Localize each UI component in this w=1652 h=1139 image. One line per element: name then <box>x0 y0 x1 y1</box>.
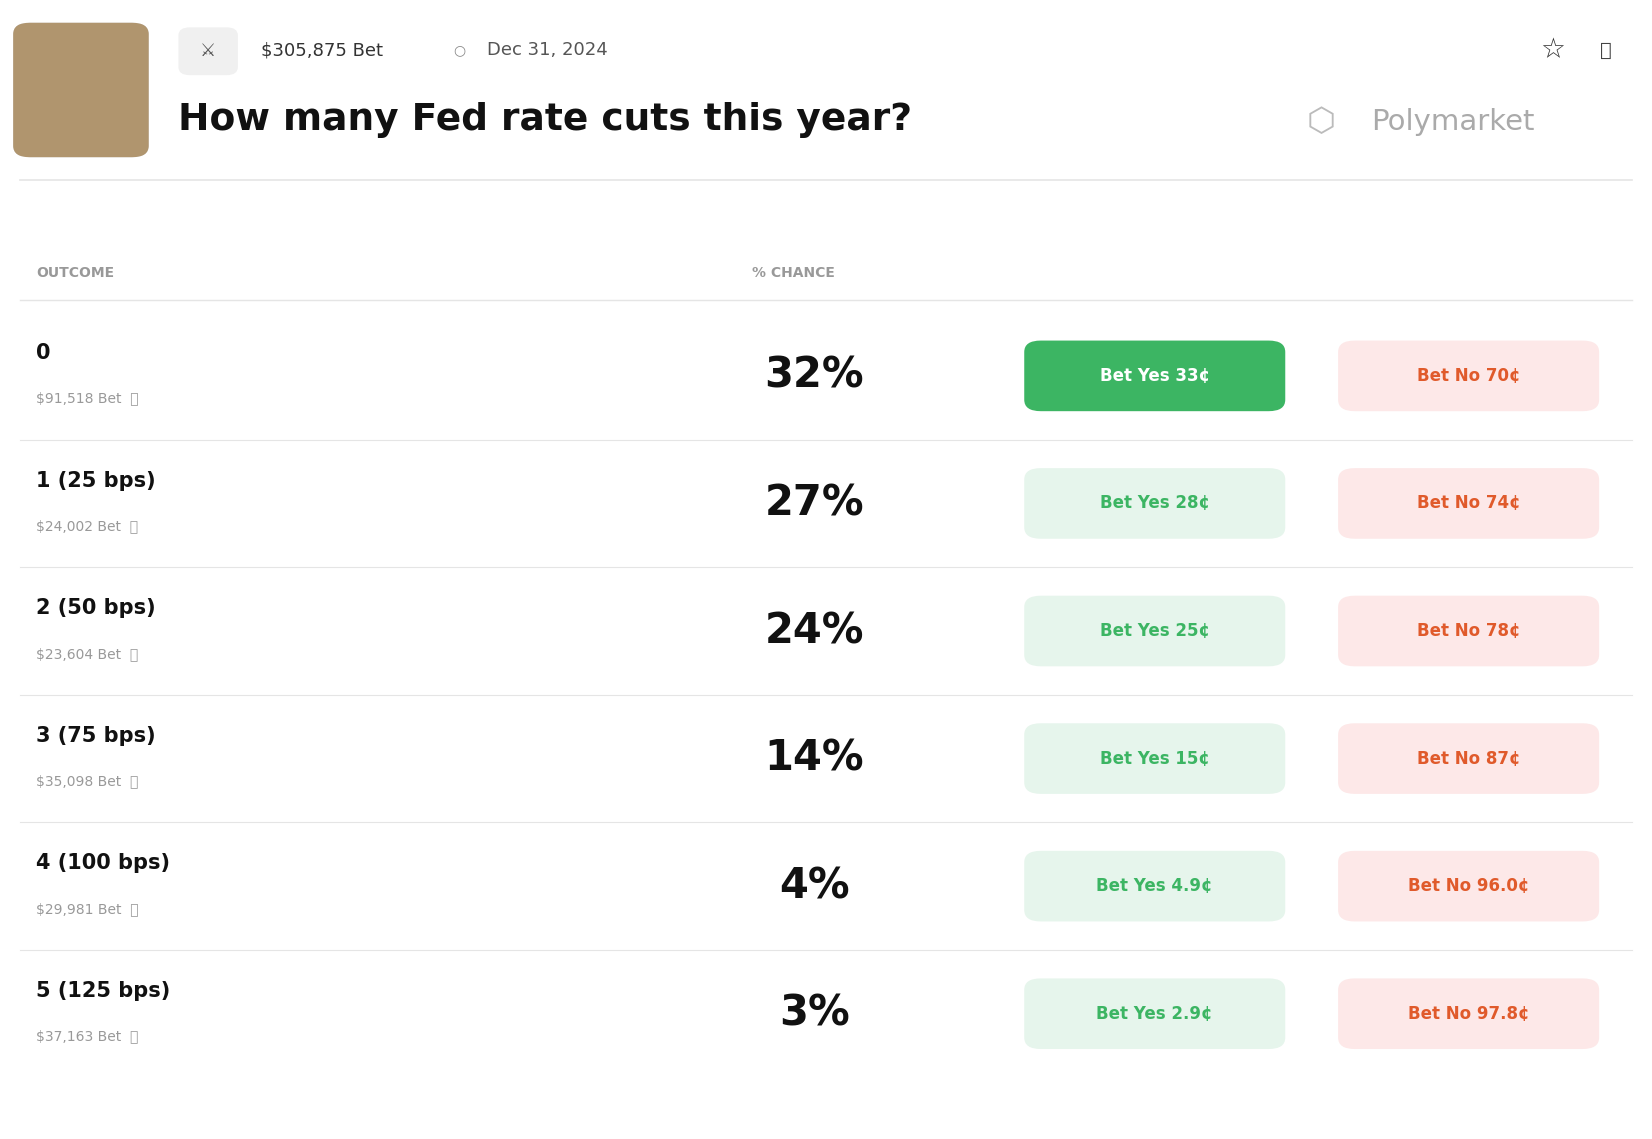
FancyBboxPatch shape <box>1338 851 1599 921</box>
Text: 0: 0 <box>36 343 51 363</box>
Text: Bet No 70¢: Bet No 70¢ <box>1417 367 1520 385</box>
Text: Polymarket: Polymarket <box>1371 108 1535 136</box>
Text: Bet No 74¢: Bet No 74¢ <box>1417 494 1520 513</box>
Text: Bet No 87¢: Bet No 87¢ <box>1417 749 1520 768</box>
Text: 27%: 27% <box>765 483 864 524</box>
Text: ☆: ☆ <box>1540 36 1566 64</box>
Text: How many Fed rate cuts this year?: How many Fed rate cuts this year? <box>178 101 912 138</box>
Text: Bet Yes 2.9¢: Bet Yes 2.9¢ <box>1097 1005 1213 1023</box>
FancyBboxPatch shape <box>1024 851 1285 921</box>
Text: 5 (125 bps): 5 (125 bps) <box>36 981 170 1001</box>
Text: 2 (50 bps): 2 (50 bps) <box>36 598 155 618</box>
Text: Bet No 97.8¢: Bet No 97.8¢ <box>1408 1005 1530 1023</box>
Text: $91,518 Bet  🎁: $91,518 Bet 🎁 <box>36 392 139 405</box>
Text: $29,981 Bet  🎁: $29,981 Bet 🎁 <box>36 902 139 916</box>
Text: $35,098 Bet  🎁: $35,098 Bet 🎁 <box>36 775 139 788</box>
FancyBboxPatch shape <box>1024 596 1285 666</box>
Text: ○: ○ <box>453 43 466 57</box>
Text: 🔗: 🔗 <box>1599 41 1612 59</box>
FancyBboxPatch shape <box>1338 468 1599 539</box>
Text: OUTCOME: OUTCOME <box>36 267 114 280</box>
FancyBboxPatch shape <box>1024 978 1285 1049</box>
Text: 3 (75 bps): 3 (75 bps) <box>36 726 155 746</box>
FancyBboxPatch shape <box>13 23 149 157</box>
Text: Bet No 78¢: Bet No 78¢ <box>1417 622 1520 640</box>
Text: $37,163 Bet  🎁: $37,163 Bet 🎁 <box>36 1030 139 1043</box>
FancyBboxPatch shape <box>1024 468 1285 539</box>
Text: 3%: 3% <box>780 993 849 1034</box>
Text: ⚔: ⚔ <box>200 42 216 60</box>
Text: 4 (100 bps): 4 (100 bps) <box>36 853 170 874</box>
Text: $305,875 Bet: $305,875 Bet <box>261 41 383 59</box>
Text: 1 (25 bps): 1 (25 bps) <box>36 470 155 491</box>
Text: Bet Yes 25¢: Bet Yes 25¢ <box>1100 622 1209 640</box>
FancyBboxPatch shape <box>1024 341 1285 411</box>
FancyBboxPatch shape <box>1338 341 1599 411</box>
FancyBboxPatch shape <box>178 27 238 75</box>
Text: 32%: 32% <box>765 355 864 396</box>
Text: $23,604 Bet  🎁: $23,604 Bet 🎁 <box>36 647 139 661</box>
Text: 4%: 4% <box>780 866 849 907</box>
FancyBboxPatch shape <box>13 23 149 157</box>
Text: % CHANCE: % CHANCE <box>752 267 834 280</box>
Text: Bet Yes 4.9¢: Bet Yes 4.9¢ <box>1097 877 1213 895</box>
FancyBboxPatch shape <box>1338 978 1599 1049</box>
Text: Bet Yes 28¢: Bet Yes 28¢ <box>1100 494 1209 513</box>
Text: Dec 31, 2024: Dec 31, 2024 <box>487 41 608 59</box>
FancyBboxPatch shape <box>1338 723 1599 794</box>
Text: ⬡: ⬡ <box>1307 106 1336 138</box>
Text: 14%: 14% <box>765 738 864 779</box>
Text: Bet No 96.0¢: Bet No 96.0¢ <box>1408 877 1530 895</box>
Text: $24,002 Bet  🎁: $24,002 Bet 🎁 <box>36 519 139 533</box>
FancyBboxPatch shape <box>1338 596 1599 666</box>
Text: Bet Yes 15¢: Bet Yes 15¢ <box>1100 749 1209 768</box>
Text: Bet Yes 33¢: Bet Yes 33¢ <box>1100 367 1209 385</box>
Text: 24%: 24% <box>765 611 864 652</box>
FancyBboxPatch shape <box>1024 723 1285 794</box>
